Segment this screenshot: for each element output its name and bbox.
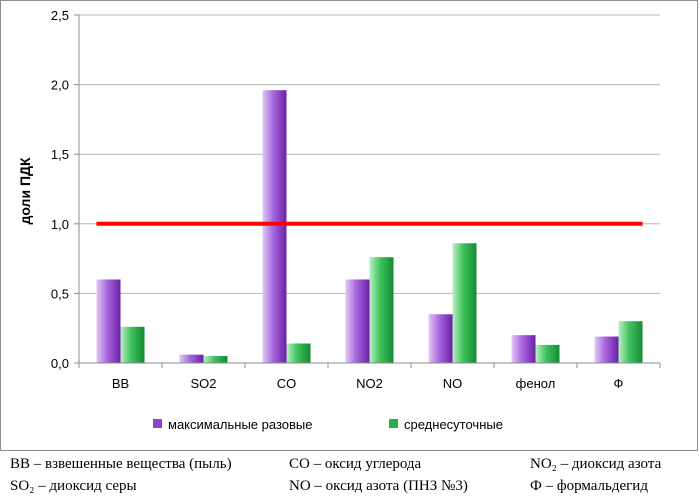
note-no: NO – оксид азота (ПНЗ №3) xyxy=(289,478,468,494)
x-tick-label: Ф xyxy=(614,376,624,391)
bar-max xyxy=(96,279,121,363)
x-tick-label: ВВ xyxy=(112,376,129,391)
legend-swatch xyxy=(153,419,162,428)
bars xyxy=(96,90,643,363)
chart-frame: 0,0 0,5 1,0 1,5 2,0 2,5 ВВ SO2 CO NO2 NO фенол Ф дол… xyxy=(0,0,698,451)
note-no2: NO₂ – диоксид азота xyxy=(530,456,662,472)
bar-max xyxy=(511,335,536,363)
y-tick-label: 1,0 xyxy=(51,217,69,232)
legend: максимальные разовые среднесуточные xyxy=(153,417,503,432)
y-tick-label: 0,0 xyxy=(51,356,69,371)
gridlines xyxy=(79,14,660,294)
notes-row-1: ВВ – взвешенные вещества (пыль) СО – окс… xyxy=(10,456,695,478)
bar-avg xyxy=(452,243,477,363)
legend-swatch xyxy=(389,419,398,428)
bar-avg xyxy=(286,343,311,363)
abbreviation-notes: ВВ – взвешенные вещества (пыль) СО – окс… xyxy=(10,456,695,500)
bar-max xyxy=(428,314,453,363)
bar-avg xyxy=(535,344,560,363)
notes-row-2: SO₂ – диоксид серы NO – оксид азота (ПНЗ… xyxy=(10,478,695,500)
x-tick-label: фенол xyxy=(516,376,556,391)
bar-avg xyxy=(120,326,145,363)
bar-avg xyxy=(618,321,643,363)
x-tick-label: NO2 xyxy=(356,376,383,391)
note-vv: ВВ – взвешенные вещества (пыль) xyxy=(10,456,232,472)
bar-avg xyxy=(203,356,228,363)
x-tick-label: NO xyxy=(443,376,463,391)
y-tick-label: 2,0 xyxy=(51,78,69,93)
note-co: СО – оксид углерода xyxy=(289,456,422,472)
y-axis-label: доли ПДК xyxy=(17,157,33,225)
bar-max xyxy=(345,279,370,363)
bar-max xyxy=(594,336,619,363)
x-tick-label: SO2 xyxy=(190,376,216,391)
bar-chart: 0,0 0,5 1,0 1,5 2,0 2,5 ВВ SO2 CO NO2 NO фенол Ф дол… xyxy=(17,8,661,432)
note-so2: SO₂ – диоксид серы xyxy=(10,478,137,494)
x-tick-label: CO xyxy=(277,376,297,391)
legend-label: максимальные разовые xyxy=(168,417,313,432)
y-tick-label: 1,5 xyxy=(51,147,69,162)
legend-label: среднесуточные xyxy=(404,417,503,432)
axes: 0,0 0,5 1,0 1,5 2,0 2,5 ВВ SO2 CO NO2 NO фенол Ф xyxy=(51,8,661,391)
note-f: Ф – формальдегид xyxy=(530,478,648,494)
bar-max xyxy=(179,354,204,363)
y-tick-label: 2,5 xyxy=(51,8,69,23)
bar-max xyxy=(262,90,287,363)
bar-avg xyxy=(369,257,394,363)
y-tick-label: 0,5 xyxy=(51,286,69,301)
